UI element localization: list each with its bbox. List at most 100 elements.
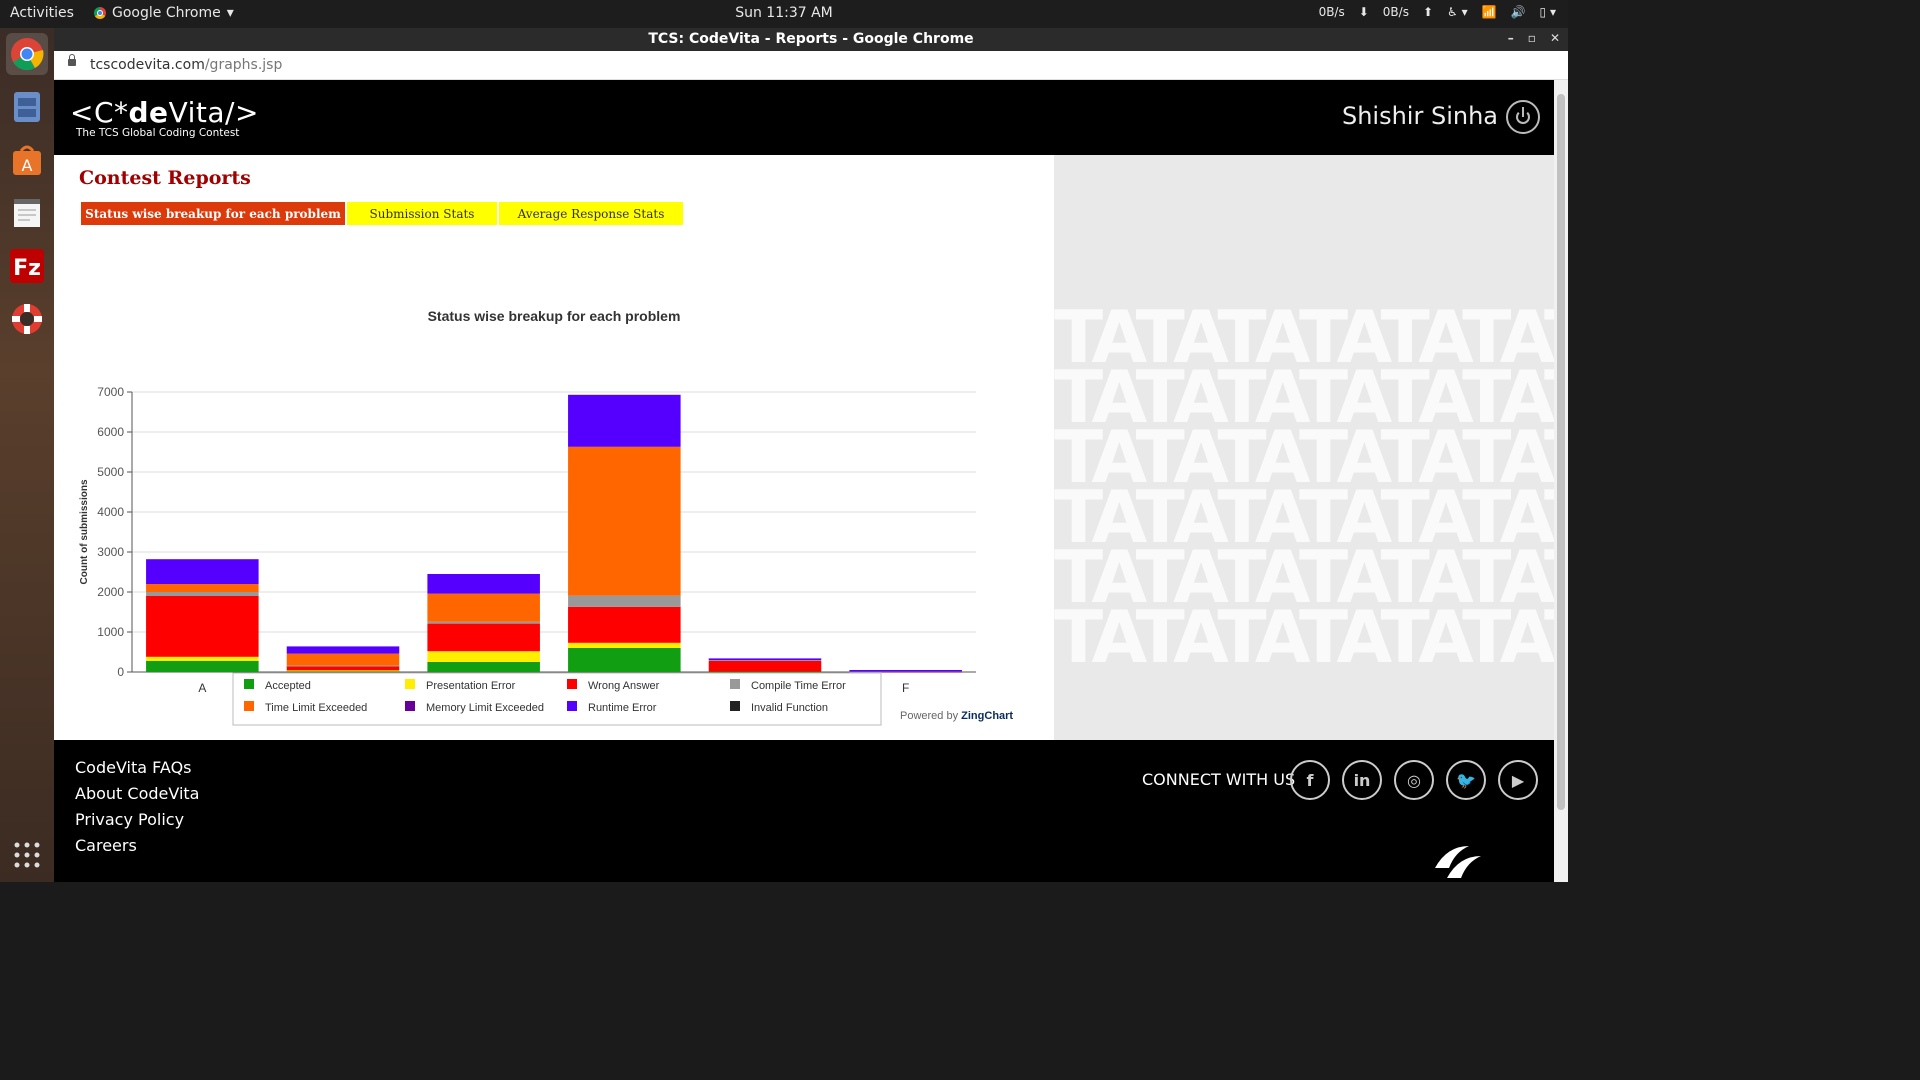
- legend-swatch: [567, 701, 577, 711]
- logo-text-right: Vita/>: [168, 96, 259, 129]
- bar-segment: [146, 596, 259, 657]
- legend-box: [232, 672, 882, 726]
- activities-button[interactable]: Activities: [10, 5, 74, 21]
- linkedin-icon[interactable]: in: [1342, 760, 1382, 800]
- scrollbar-thumb[interactable]: [1557, 94, 1565, 810]
- battery-icon[interactable]: ▯ ▾: [1539, 5, 1556, 19]
- legend-item: Wrong Answer: [588, 680, 660, 692]
- minimize-icon[interactable]: –: [1507, 31, 1514, 45]
- bar-segment: [568, 642, 681, 648]
- bar-segment: [427, 623, 540, 652]
- app-menu[interactable]: Google Chrome ▾: [94, 5, 234, 21]
- legend-item: Accepted: [265, 680, 311, 692]
- x-tick-label: F: [902, 681, 909, 695]
- footer-link-privacy[interactable]: Privacy Policy: [75, 810, 185, 829]
- status-breakup-chart: Status wise breakup for each problem 0 100…: [79, 308, 1013, 726]
- connect-label: CONNECT WITH US: [1142, 770, 1296, 789]
- lock-icon[interactable]: [68, 54, 76, 66]
- chart-credit: Powered by ZingChart: [900, 710, 1013, 722]
- chart-title: Status wise breakup for each problem: [428, 308, 681, 324]
- bar-segment: [286, 665, 400, 667]
- bar-segment: [286, 670, 400, 672]
- bar-segment: [427, 621, 540, 624]
- y-tick-label: 0: [117, 665, 124, 679]
- net-up-speed: 0B/s: [1382, 5, 1409, 19]
- legend-item: Invalid Function: [751, 702, 828, 714]
- tcs-emblem-icon: [1435, 846, 1481, 878]
- bar-segment: [427, 574, 540, 594]
- logo-text-left: <C: [70, 96, 115, 129]
- bar-segment: [568, 595, 681, 607]
- help-lifebuoy-icon[interactable]: [6, 298, 48, 340]
- logout-power-icon[interactable]: [1506, 100, 1540, 134]
- tab-submission-stats[interactable]: Submission Stats: [347, 202, 497, 225]
- bar-segment: [146, 584, 259, 592]
- asterisk-icon: *: [114, 96, 129, 129]
- tab-status-breakup[interactable]: Status wise breakup for each problem: [81, 202, 345, 225]
- bar-segment: [427, 651, 540, 662]
- bar-segment: [708, 660, 822, 672]
- twitter-icon[interactable]: 🐦: [1446, 760, 1486, 800]
- page-scrollbar[interactable]: [1554, 80, 1568, 882]
- bar-segment: [568, 648, 681, 672]
- launcher-dock: A Fz: [0, 28, 54, 882]
- youtube-icon[interactable]: ▶: [1498, 760, 1538, 800]
- bar-segment: [849, 670, 962, 672]
- software-center-icon[interactable]: A: [6, 139, 48, 181]
- footer-link-about[interactable]: About CodeVita: [75, 784, 200, 803]
- arrow-down-icon: ⬇: [1358, 5, 1369, 19]
- legend-swatch: [244, 679, 254, 689]
- tab-average-response[interactable]: Average Response Stats: [499, 202, 683, 225]
- window-title: TCS: CodeVita - Reports - Google Chrome: [648, 31, 974, 47]
- legend-swatch: [730, 701, 740, 711]
- filezilla-icon[interactable]: Fz: [6, 245, 48, 287]
- bar-segment: [146, 656, 259, 661]
- maximize-icon[interactable]: ▫: [1527, 31, 1536, 45]
- close-icon[interactable]: ✕: [1549, 31, 1560, 45]
- y-axis-label: Count of submissions: [79, 479, 90, 584]
- chrome-launcher-icon[interactable]: [6, 33, 48, 75]
- codevita-logo[interactable]: <C*deVita/> The TCS Global Coding Contes…: [70, 96, 259, 139]
- site-header: <C*deVita/> The TCS Global Coding Contes…: [54, 80, 1554, 155]
- y-tick-label: 3000: [97, 545, 124, 559]
- footer-links: CodeVita FAQs About CodeVita Privacy Pol…: [75, 758, 199, 862]
- bar-segment: [568, 446, 681, 596]
- accessibility-icon[interactable]: ♿ ▾: [1447, 5, 1468, 19]
- legend-swatch: [244, 701, 254, 711]
- legend-item: Runtime Error: [588, 702, 657, 714]
- report-tabs: Status wise breakup for each problem Sub…: [81, 202, 683, 225]
- clock[interactable]: Sun 11:37 AM: [735, 5, 833, 21]
- text-editor-icon[interactable]: [6, 192, 48, 234]
- chrome-icon: [94, 7, 106, 19]
- net-down-speed: 0B/s: [1318, 5, 1345, 19]
- volume-icon[interactable]: 🔊: [1510, 5, 1526, 19]
- y-tick-label: 2000: [97, 585, 124, 599]
- page-title: Contest Reports: [79, 167, 251, 189]
- user-name: Shishir Sinha: [1341, 102, 1498, 130]
- bar-segment: [286, 646, 400, 654]
- footer-link-faqs[interactable]: CodeVita FAQs: [75, 758, 192, 777]
- y-tick-label: 1000: [97, 625, 124, 639]
- legend-item: Compile Time Error: [751, 680, 846, 692]
- instagram-icon[interactable]: ◎: [1394, 760, 1434, 800]
- url-domain: tcscodevita.com: [90, 57, 205, 73]
- report-content: Contest Reports Status wise breakup for …: [54, 155, 1054, 740]
- facebook-icon[interactable]: f: [1290, 760, 1330, 800]
- wifi-icon[interactable]: 📶: [1481, 5, 1497, 19]
- site-footer: CodeVita FAQs About CodeVita Privacy Pol…: [54, 740, 1554, 882]
- system-top-bar: Activities Google Chrome ▾ Sun 11:37 AM …: [0, 0, 1568, 28]
- files-launcher-icon[interactable]: [6, 86, 48, 128]
- x-tick-label: A: [198, 681, 206, 695]
- tata-watermark: TATATATATATAT TATATATATATAT TATATATATATAT T…: [1054, 295, 1554, 679]
- bar-segment: [568, 606, 681, 643]
- bar-segment: [708, 658, 822, 660]
- svg-text:A: A: [22, 156, 33, 175]
- bar-segment: [286, 653, 400, 666]
- address-bar[interactable]: tcscodevita.com/graphs.jsp: [54, 51, 1568, 80]
- page-viewport: <C*deVita/> The TCS Global Coding Contes…: [54, 80, 1568, 882]
- url-text[interactable]: tcscodevita.com/graphs.jsp: [90, 57, 282, 73]
- footer-link-careers[interactable]: Careers: [75, 836, 137, 855]
- bar-segment: [708, 671, 822, 673]
- y-tick-label: 6000: [97, 425, 124, 439]
- show-apps-icon[interactable]: [6, 834, 48, 876]
